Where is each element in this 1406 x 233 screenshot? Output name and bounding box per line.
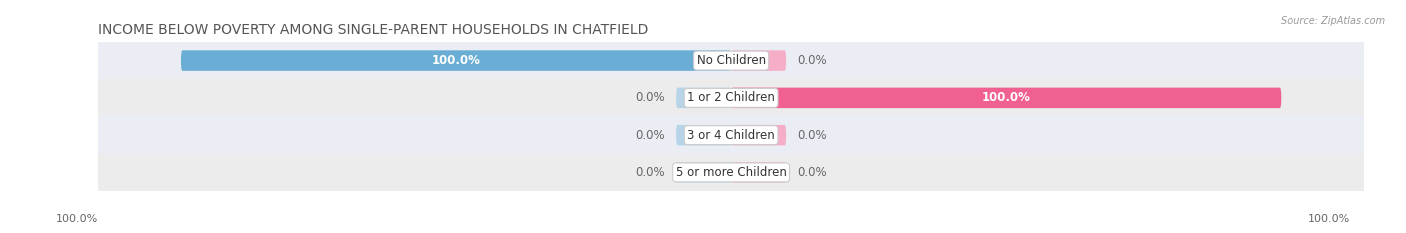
Text: 100.0%: 100.0% bbox=[56, 214, 98, 224]
Text: 0.0%: 0.0% bbox=[636, 91, 665, 104]
FancyBboxPatch shape bbox=[731, 125, 786, 145]
Text: 0.0%: 0.0% bbox=[636, 166, 665, 179]
Text: 100.0%: 100.0% bbox=[1308, 214, 1350, 224]
Text: 0.0%: 0.0% bbox=[797, 166, 827, 179]
Text: INCOME BELOW POVERTY AMONG SINGLE-PARENT HOUSEHOLDS IN CHATFIELD: INCOME BELOW POVERTY AMONG SINGLE-PARENT… bbox=[98, 23, 648, 37]
Text: Source: ZipAtlas.com: Source: ZipAtlas.com bbox=[1281, 16, 1385, 26]
FancyBboxPatch shape bbox=[731, 88, 1281, 108]
Text: 3 or 4 Children: 3 or 4 Children bbox=[688, 129, 775, 142]
Text: 0.0%: 0.0% bbox=[636, 129, 665, 142]
Bar bbox=[98, 42, 1364, 79]
Text: 1 or 2 Children: 1 or 2 Children bbox=[688, 91, 775, 104]
Text: No Children: No Children bbox=[696, 54, 766, 67]
FancyBboxPatch shape bbox=[731, 162, 786, 183]
FancyBboxPatch shape bbox=[676, 125, 731, 145]
Text: 100.0%: 100.0% bbox=[432, 54, 481, 67]
Bar bbox=[98, 116, 1364, 154]
Text: 100.0%: 100.0% bbox=[981, 91, 1031, 104]
Bar bbox=[98, 154, 1364, 191]
Bar bbox=[98, 79, 1364, 116]
Text: 0.0%: 0.0% bbox=[797, 54, 827, 67]
Text: 0.0%: 0.0% bbox=[797, 129, 827, 142]
FancyBboxPatch shape bbox=[181, 50, 731, 71]
FancyBboxPatch shape bbox=[731, 50, 786, 71]
FancyBboxPatch shape bbox=[676, 162, 731, 183]
Text: 5 or more Children: 5 or more Children bbox=[676, 166, 786, 179]
FancyBboxPatch shape bbox=[676, 88, 731, 108]
